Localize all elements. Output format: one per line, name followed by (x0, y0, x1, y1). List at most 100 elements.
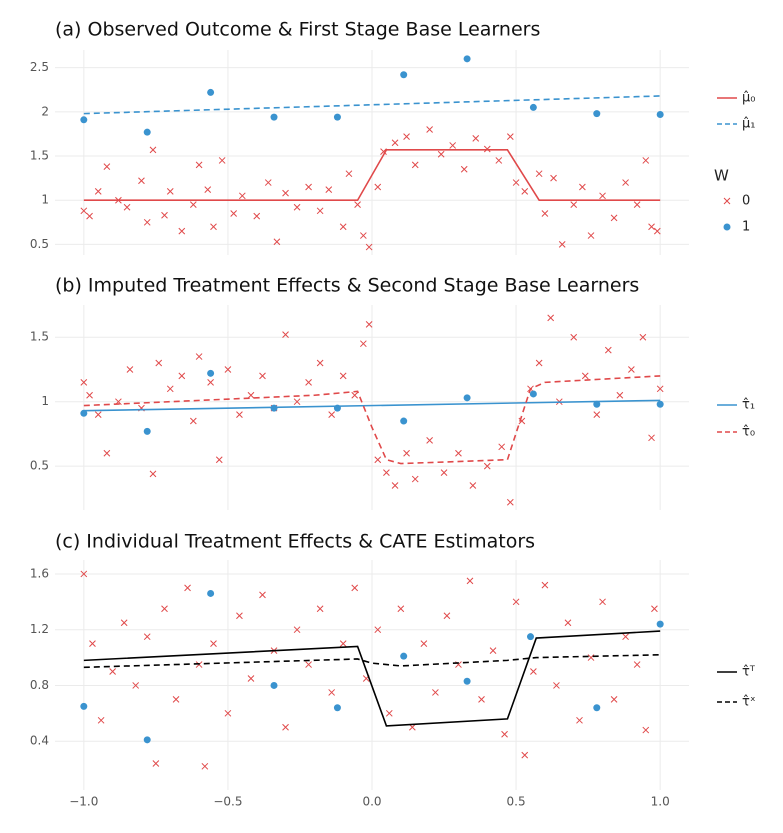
point (161, 211, 168, 219)
point (610, 696, 618, 703)
point (204, 186, 212, 193)
point (411, 161, 419, 169)
point (527, 633, 534, 641)
point (178, 227, 186, 235)
point (642, 726, 650, 734)
point (495, 157, 503, 164)
point (599, 598, 606, 606)
point (426, 437, 433, 444)
point (282, 723, 289, 731)
point (224, 709, 232, 717)
point (529, 390, 537, 398)
point (316, 605, 324, 613)
point (328, 411, 336, 418)
point (535, 170, 543, 178)
line (83, 653, 661, 669)
point (622, 179, 629, 186)
chart-title: (c) Individual Treatment Effects & CATE … (55, 531, 535, 553)
point (354, 201, 361, 208)
point (639, 333, 647, 341)
point (374, 456, 382, 464)
point (155, 359, 163, 367)
point (469, 482, 477, 489)
point (498, 443, 506, 451)
point (599, 192, 606, 200)
point (215, 456, 223, 464)
chart-title: (b) Imputed Treatment Effects & Second S… (55, 275, 639, 297)
legend-label: μ̂₁ (742, 117, 755, 132)
point (411, 475, 419, 483)
y-tick-label: 2.5 (30, 60, 49, 74)
point (207, 88, 215, 96)
point (472, 135, 480, 142)
y-tick-label: 1 (41, 193, 49, 207)
point (94, 188, 102, 195)
point (628, 366, 635, 373)
point (593, 704, 601, 712)
point (633, 201, 641, 208)
point (236, 612, 243, 620)
point (184, 584, 191, 592)
chart-title: (a) Observed Outcome & First Stage Base … (55, 19, 540, 41)
point (80, 116, 88, 124)
legend-label: τ̂ˣ (742, 695, 756, 710)
point (253, 212, 261, 220)
point (210, 640, 217, 647)
point (570, 333, 578, 341)
point (604, 346, 612, 354)
point (316, 359, 324, 367)
point (333, 704, 341, 712)
point (189, 201, 197, 208)
point (89, 640, 96, 647)
y-tick-label: 1.5 (30, 149, 49, 163)
point (282, 331, 289, 339)
y-tick-label: 2 (41, 104, 49, 118)
line (83, 399, 661, 412)
point (195, 353, 203, 360)
point (351, 584, 359, 592)
point (463, 55, 471, 63)
point (478, 696, 485, 703)
point (587, 654, 595, 661)
point (238, 192, 246, 200)
point (593, 110, 601, 118)
point (365, 320, 373, 328)
point (426, 126, 433, 133)
point (579, 183, 586, 191)
y-tick-label: 1.2 (30, 622, 49, 636)
point (339, 640, 347, 647)
point (380, 148, 387, 155)
point (120, 619, 128, 627)
legend-swatch (723, 223, 731, 231)
point (224, 366, 232, 373)
point (506, 133, 514, 140)
point (351, 391, 359, 399)
point (512, 598, 520, 606)
point (651, 605, 658, 613)
point (293, 398, 301, 406)
point (149, 146, 157, 154)
point (97, 716, 105, 724)
point (374, 626, 382, 634)
point (403, 133, 410, 140)
point (521, 751, 529, 759)
point (443, 612, 451, 620)
point (420, 640, 428, 647)
point (161, 605, 168, 613)
point (581, 372, 589, 380)
point (512, 179, 520, 186)
point (558, 241, 566, 248)
point (521, 188, 529, 195)
point (210, 223, 217, 231)
point (449, 142, 457, 149)
point (305, 379, 312, 386)
point (432, 689, 439, 696)
legend-label: τ̂ᵀ (742, 665, 756, 680)
legend-swatch (723, 197, 731, 205)
point (264, 179, 272, 186)
point (463, 677, 471, 685)
point (339, 223, 347, 231)
point (576, 716, 583, 724)
